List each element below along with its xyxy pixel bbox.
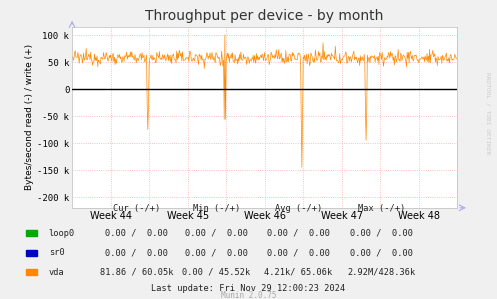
Text: 0.00 /  0.00: 0.00 / 0.00 xyxy=(185,248,248,257)
Title: Throughput per device - by month: Throughput per device - by month xyxy=(146,9,384,23)
Text: 0.00 /  0.00: 0.00 / 0.00 xyxy=(105,248,168,257)
Text: 0.00 /  0.00: 0.00 / 0.00 xyxy=(267,229,330,238)
Text: 0.00 / 45.52k: 0.00 / 45.52k xyxy=(182,268,250,277)
Text: 0.00 /  0.00: 0.00 / 0.00 xyxy=(185,229,248,238)
Text: loop0: loop0 xyxy=(49,229,75,238)
Text: Min (-/+): Min (-/+) xyxy=(192,204,240,213)
Text: Avg (-/+): Avg (-/+) xyxy=(274,204,322,213)
Text: 0.00 /  0.00: 0.00 / 0.00 xyxy=(267,248,330,257)
Text: 81.86 / 60.05k: 81.86 / 60.05k xyxy=(100,268,173,277)
Text: Cur (-/+): Cur (-/+) xyxy=(113,204,161,213)
Text: 2.92M/428.36k: 2.92M/428.36k xyxy=(347,268,416,277)
Y-axis label: Bytes/second read (-) / write (+): Bytes/second read (-) / write (+) xyxy=(25,44,34,190)
Text: 4.21k/ 65.06k: 4.21k/ 65.06k xyxy=(264,268,332,277)
Text: 0.00 /  0.00: 0.00 / 0.00 xyxy=(105,229,168,238)
Text: Max (-/+): Max (-/+) xyxy=(358,204,406,213)
Text: 0.00 /  0.00: 0.00 / 0.00 xyxy=(350,248,413,257)
Text: Munin 2.0.75: Munin 2.0.75 xyxy=(221,292,276,299)
Text: RRDTOOL / TOBI OETIKER: RRDTOOL / TOBI OETIKER xyxy=(486,72,491,155)
Text: 0.00 /  0.00: 0.00 / 0.00 xyxy=(350,229,413,238)
Text: vda: vda xyxy=(49,268,65,277)
Text: sr0: sr0 xyxy=(49,248,65,257)
Text: Last update: Fri Nov 29 12:00:23 2024: Last update: Fri Nov 29 12:00:23 2024 xyxy=(152,284,345,293)
